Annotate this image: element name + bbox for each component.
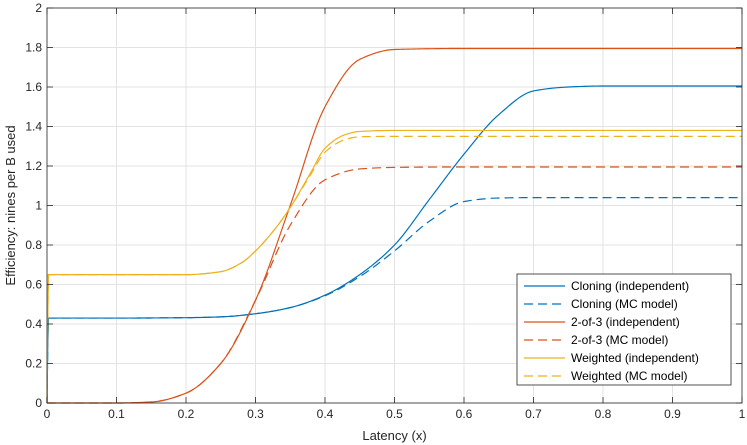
x-tick-label: 0.1 [108,407,125,421]
series-line-6 [46,135,742,404]
y-axis-label: Efficiency: nines per B used [3,125,18,285]
x-tick-label: 0.9 [664,407,681,421]
legend-label: Cloning (MC model) [571,297,678,311]
legend-label: 2-of-3 (MC model) [571,333,668,347]
x-tick-label: 0.7 [525,407,542,421]
y-tick-labels: 0 0.2 0.4 0.6 0.8 1 1.2 1.4 1.6 1.8 2 [25,1,42,410]
series-line-2 [46,197,742,404]
y-tick-label: 0.2 [25,357,42,371]
x-tick-label: 0.6 [456,407,473,421]
x-tick-label: 0.5 [386,407,403,421]
legend: Cloning (independent) Cloning (MC model) 2… [516,273,732,386]
x-tick-label: 1 [739,407,746,421]
legend-label: Cloning (independent) [571,279,689,293]
legend-label: Weighted (MC model) [571,369,687,383]
legend-box [516,273,732,386]
y-tick-label: 1.2 [25,159,42,173]
legend-entries: Cloning (independent) Cloning (MC model) 2… [524,279,699,383]
legend-label: 2-of-3 (independent) [571,315,680,329]
y-tick-label: 0 [35,396,42,410]
y-tick-label: 0.8 [25,238,42,252]
y-tick-label: 1.6 [25,80,42,94]
x-tick-labels: 0 0.1 0.2 0.3 0.4 0.5 0.6 0.7 0.8 0.9 1 [44,407,746,421]
y-tick-label: 1.8 [25,41,42,55]
series-layer [46,47,742,404]
y-tick-label: 0.4 [25,317,42,331]
series-line-4 [47,166,742,404]
x-tick-label: 0.2 [178,407,195,421]
y-tick-label: 1 [35,199,42,213]
x-axis-label: Latency (x) [362,428,426,443]
x-tick-label: 0.3 [247,407,264,421]
x-tick-label: 0.4 [317,407,334,421]
ticks [46,7,743,404]
y-tick-label: 0.6 [25,278,42,292]
y-tick-label: 1.4 [25,120,42,134]
y-tick-label: 2 [35,1,42,15]
legend-label: Weighted (independent) [571,351,699,365]
x-tick-label: 0.8 [595,407,612,421]
x-tick-label: 0 [44,407,51,421]
